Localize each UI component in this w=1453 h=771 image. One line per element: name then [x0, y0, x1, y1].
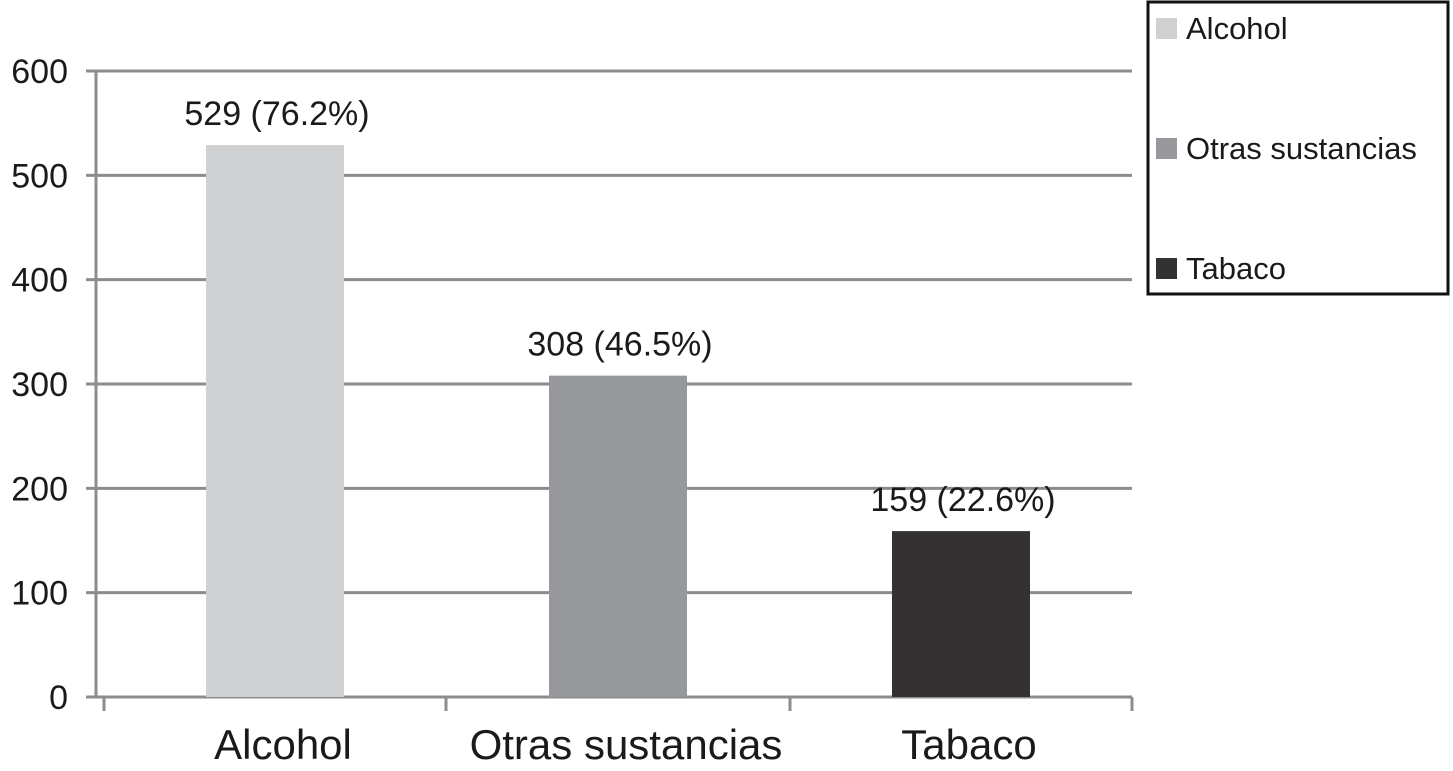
- bar-alcohol: [206, 145, 344, 697]
- x-category-label: Alcohol: [214, 721, 352, 768]
- x-axis: Alcohol Otras sustancias Tabaco: [86, 695, 1134, 768]
- y-tick-label: 0: [49, 679, 68, 717]
- bar-tabaco: [892, 531, 1030, 697]
- bars: [206, 145, 1030, 697]
- x-category-label: Tabaco: [901, 721, 1036, 768]
- y-tick-label: 300: [11, 366, 68, 404]
- data-label: 159 (22.6%): [870, 481, 1055, 519]
- legend-box: [1146, 0, 1450, 296]
- data-label: 308 (46.5%): [527, 326, 712, 364]
- legend-swatch: [1156, 258, 1177, 279]
- legend-label: Otras sustancias: [1186, 131, 1417, 166]
- y-tick-label: 500: [11, 157, 68, 195]
- legend: Alcohol Otras sustancias Tabaco: [1146, 0, 1450, 296]
- legend-swatch: [1156, 138, 1177, 159]
- y-tick-label: 400: [11, 262, 68, 300]
- x-category-label: Otras sustancias: [470, 721, 783, 768]
- bar-otras-sustancias: [549, 375, 687, 697]
- y-tick-label: 100: [11, 575, 68, 613]
- y-tick-label: 600: [11, 53, 68, 91]
- y-axis: 0 100 200 300 400 500 600: [11, 53, 98, 717]
- y-tick-label: 200: [11, 470, 68, 508]
- legend-label: Alcohol: [1186, 11, 1288, 46]
- data-labels: 529 (76.2%) 308 (46.5%) 159 (22.6%): [184, 95, 1055, 519]
- legend-swatch: [1156, 18, 1177, 39]
- legend-label: Tabaco: [1186, 251, 1286, 286]
- data-label: 529 (76.2%): [184, 95, 369, 133]
